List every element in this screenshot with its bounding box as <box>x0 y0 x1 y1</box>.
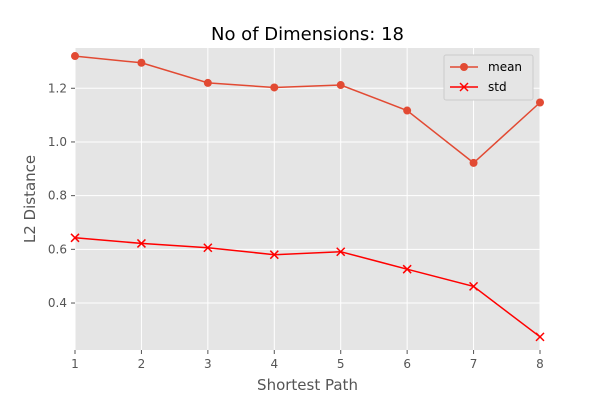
point-std <box>269 250 279 260</box>
point-std <box>336 247 346 257</box>
grid-lines <box>74 48 541 350</box>
x-tick-label: 8 <box>536 357 544 371</box>
x-axis-label: Shortest Path <box>257 376 358 394</box>
series-layer <box>70 52 545 342</box>
legend-std-marker <box>459 82 469 92</box>
point-mean <box>403 106 412 115</box>
axis-ticks: 1 2 3 4 5 6 7 8 0.4 0.6 0.8 1.0 1.2 <box>48 81 544 371</box>
point-mean <box>71 52 79 61</box>
x-tick-label: 1 <box>71 357 79 371</box>
x-tick-label: 4 <box>270 357 278 371</box>
point-mean <box>203 78 212 87</box>
x-tick-label: 2 <box>138 357 146 371</box>
x-tick-label: 6 <box>403 357 411 371</box>
legend-x-glyph <box>459 82 469 92</box>
x-tick-label: 3 <box>204 357 212 371</box>
point-std <box>70 233 80 243</box>
point-std <box>535 332 545 342</box>
x-tick-label: 5 <box>337 357 345 371</box>
point-mean <box>469 158 478 167</box>
y-tick-label: 0.8 <box>48 189 67 203</box>
y-axis-label: L2 Distance <box>21 155 39 243</box>
point-std <box>203 243 213 253</box>
x-tick-label: 7 <box>470 357 478 371</box>
legend-mean-marker <box>460 63 468 71</box>
series-line-std <box>74 237 541 338</box>
point-mean <box>270 83 279 92</box>
y-tick-label: 1.0 <box>48 135 67 149</box>
series-line-mean <box>74 55 541 164</box>
point-mean <box>137 58 146 67</box>
legend-std-label: std <box>488 80 507 94</box>
point-mean <box>536 98 544 107</box>
chart-title: No of Dimensions: 18 <box>211 24 404 45</box>
y-tick-label: 0.4 <box>48 296 67 310</box>
point-std <box>136 238 146 248</box>
y-tick-label: 0.6 <box>48 242 67 256</box>
legend-mean-label: mean <box>488 60 522 74</box>
point-mean <box>336 81 345 90</box>
legend: mean std <box>443 54 534 101</box>
y-tick-label: 1.2 <box>48 81 67 95</box>
point-std <box>402 264 412 274</box>
point-std <box>469 281 479 291</box>
